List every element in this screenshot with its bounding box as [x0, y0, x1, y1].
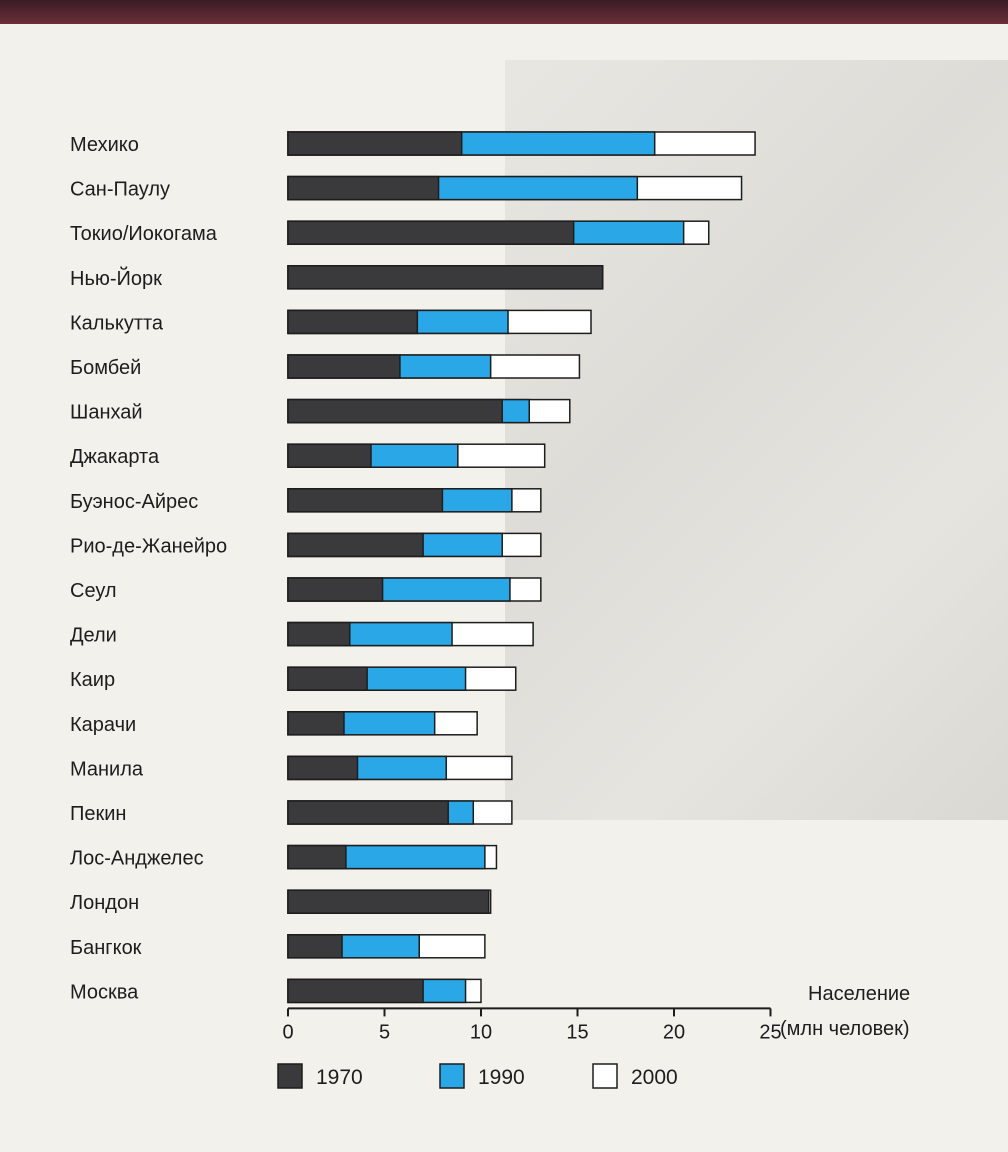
bar-1970 — [287, 978, 424, 1004]
bar-1970 — [287, 354, 401, 379]
x-axis-title-line1: Население — [808, 983, 910, 1005]
bar-1970 — [287, 443, 372, 468]
city-label: Джакарта — [70, 446, 160, 468]
bar-1970 — [287, 131, 463, 156]
bar-1970 — [287, 309, 419, 335]
bar-1970 — [287, 844, 347, 870]
bar-1970 — [287, 621, 351, 647]
city-label: Шанхай — [70, 402, 143, 424]
bar-1970 — [287, 532, 424, 558]
city-label: Буэнос-Айрес — [70, 491, 198, 513]
legend-label-1970: 1970 — [316, 1066, 363, 1089]
legend-swatch-1990 — [439, 1063, 465, 1089]
top-page-strip — [0, 0, 1008, 24]
city-labels: Мехико Сан-Паулу Токио/Иокогама Нью-Йорк Кал… — [70, 134, 227, 1003]
bar-1970 — [287, 220, 575, 245]
x-tick-label: 25 — [759, 1021, 781, 1043]
city-label: Лос-Анджелес — [70, 848, 204, 870]
city-label: Мехико — [70, 134, 139, 156]
bar-1970 — [287, 889, 490, 914]
bar-1970 — [287, 755, 359, 781]
city-label: Бомбей — [70, 357, 141, 379]
bar-1970 — [287, 711, 345, 736]
x-axis-title-line2: (млн человек) — [780, 1018, 910, 1040]
city-label: Пекин — [70, 803, 126, 825]
bar-1970 — [287, 934, 343, 959]
city-label: Сан-Паулу — [70, 179, 170, 201]
x-tick-label: 5 — [379, 1021, 390, 1043]
bar-1970 — [287, 800, 449, 825]
city-label: Токио/Иокогама — [70, 223, 218, 245]
city-label: Лондон — [70, 892, 139, 914]
bar-1970 — [287, 577, 384, 602]
city-label: Каир — [70, 669, 115, 691]
city-label: Дели — [70, 625, 117, 647]
city-label: Бангкок — [70, 937, 142, 959]
city-label: Сеул — [70, 580, 117, 602]
city-label: Нью-Йорк — [70, 266, 162, 290]
city-label: Манила — [70, 758, 144, 780]
legend-swatch-2000 — [592, 1063, 618, 1089]
bar-1970 — [287, 398, 503, 424]
legend-label-2000: 2000 — [631, 1066, 678, 1089]
city-label: Москва — [70, 981, 139, 1003]
x-tick-label: 15 — [566, 1021, 588, 1043]
x-tick-label: 0 — [282, 1021, 293, 1043]
bar-1970 — [287, 175, 440, 201]
x-tick-label: 10 — [470, 1021, 492, 1043]
legend-label-1990: 1990 — [478, 1066, 525, 1089]
city-label: Калькутта — [70, 312, 164, 334]
x-tick-label: 20 — [663, 1021, 685, 1043]
bars — [287, 131, 756, 1004]
city-label: Карачи — [70, 714, 136, 736]
bar-1970 — [287, 265, 604, 290]
city-label: Рио-де-Жанейро — [70, 535, 227, 557]
bar-1970 — [287, 666, 368, 691]
bar-1970 — [287, 488, 444, 513]
legend: 1970 1990 2000 — [277, 1063, 678, 1089]
x-axis: 0 5 10 15 20 25 — [282, 1007, 782, 1043]
legend-swatch-1970 — [277, 1063, 303, 1089]
